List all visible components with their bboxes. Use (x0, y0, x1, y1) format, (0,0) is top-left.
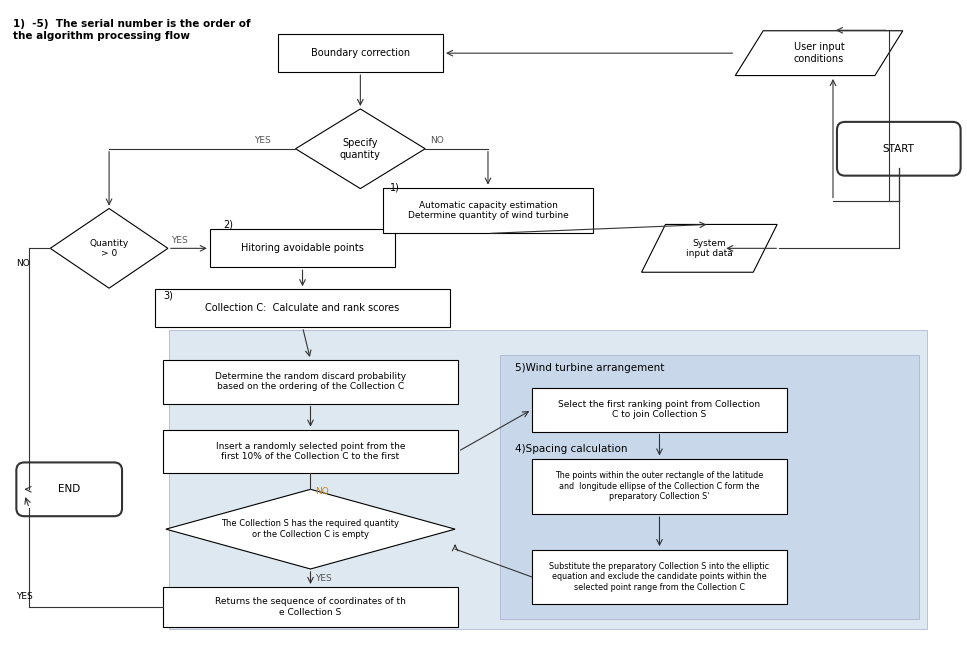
Text: The points within the outer rectangle of the latitude
and  longitude ellipse of : The points within the outer rectangle of… (555, 472, 764, 501)
Text: Boundary correction: Boundary correction (310, 48, 410, 58)
Text: Insert a randomly selected point from the
first 10% of the Collection C to the f: Insert a randomly selected point from th… (216, 442, 405, 461)
Text: YES: YES (171, 236, 188, 245)
Text: 1): 1) (391, 183, 400, 193)
FancyBboxPatch shape (278, 34, 443, 72)
Text: Automatic capacity estimation
Determine quantity of wind turbine: Automatic capacity estimation Determine … (408, 201, 569, 220)
FancyBboxPatch shape (837, 122, 960, 175)
Text: YES: YES (254, 136, 271, 145)
Text: NO: NO (16, 259, 30, 268)
FancyBboxPatch shape (500, 355, 919, 619)
Text: User input
conditions: User input conditions (794, 42, 844, 64)
Text: Quantity
> 0: Quantity > 0 (90, 238, 129, 258)
Text: YES: YES (315, 574, 333, 583)
FancyBboxPatch shape (533, 549, 786, 604)
Polygon shape (296, 109, 425, 189)
FancyBboxPatch shape (163, 430, 457, 474)
FancyBboxPatch shape (169, 330, 926, 629)
FancyBboxPatch shape (533, 388, 786, 432)
FancyBboxPatch shape (383, 188, 593, 233)
Polygon shape (166, 489, 455, 569)
Text: START: START (883, 144, 915, 154)
Text: Specify
quantity: Specify quantity (340, 138, 381, 160)
Text: System
input data: System input data (686, 238, 733, 258)
Text: 1)  -5)  The serial number is the order of
the algorithm processing flow: 1) -5) The serial number is the order of… (14, 19, 251, 41)
Polygon shape (641, 225, 777, 272)
FancyBboxPatch shape (533, 459, 786, 514)
FancyBboxPatch shape (163, 587, 457, 627)
Text: Returns the sequence of coordinates of th
e Collection S: Returns the sequence of coordinates of t… (215, 597, 406, 616)
Text: NO: NO (315, 487, 329, 496)
Text: Hitoring avoidable points: Hitoring avoidable points (241, 243, 364, 254)
Text: Collection C:  Calculate and rank scores: Collection C: Calculate and rank scores (205, 303, 399, 313)
Text: NO: NO (430, 136, 444, 145)
Text: Select the first ranking point from Collection
C to join Collection S: Select the first ranking point from Coll… (558, 400, 761, 419)
Text: END: END (58, 484, 80, 494)
Text: Determine the random discard probability
based on the ordering of the Collection: Determine the random discard probability… (215, 372, 406, 392)
Text: Substitute the preparatory Collection S into the elliptic
equation and exclude t: Substitute the preparatory Collection S … (549, 562, 770, 592)
Text: 3): 3) (162, 290, 173, 300)
Text: The Collection S has the required quantity
or the Collection C is empty: The Collection S has the required quanti… (221, 520, 399, 539)
FancyBboxPatch shape (210, 229, 395, 267)
Polygon shape (735, 31, 903, 76)
FancyBboxPatch shape (16, 463, 122, 516)
Text: 2): 2) (222, 219, 233, 229)
Text: 5)Wind turbine arrangement: 5)Wind turbine arrangement (514, 363, 664, 373)
Polygon shape (50, 208, 168, 288)
Text: YES: YES (16, 593, 33, 601)
FancyBboxPatch shape (156, 289, 450, 327)
FancyBboxPatch shape (163, 360, 457, 403)
Text: 4)Spacing calculation: 4)Spacing calculation (514, 445, 628, 455)
